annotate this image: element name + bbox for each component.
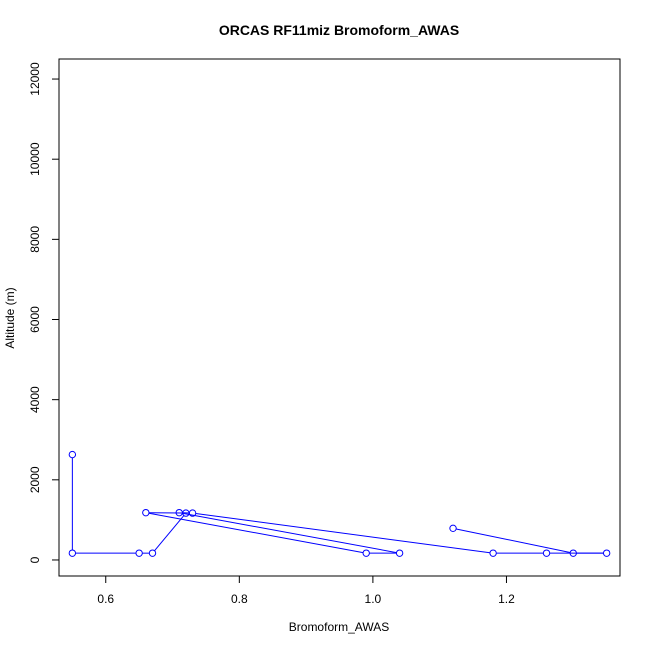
data-point [569, 549, 577, 557]
data-point [188, 509, 197, 517]
data-point [135, 549, 143, 557]
x-tick-label: 0.6 [97, 592, 114, 606]
y-tick-label: 10000 [28, 142, 42, 176]
data-series [68, 450, 611, 557]
x-axis-label: Bromoform_AWAS [289, 620, 389, 634]
plot-frame [58, 58, 621, 577]
series-segment [148, 512, 364, 554]
series-segment [182, 512, 397, 554]
data-point [449, 524, 457, 533]
data-point [148, 549, 157, 557]
data-point [68, 549, 77, 557]
y-tick-label: 12000 [28, 62, 42, 96]
chart-title: ORCAS RF11miz Bromoform_AWAS [219, 22, 459, 38]
y-tick-label: 8000 [28, 226, 42, 253]
x-tick-label: 1.2 [498, 592, 515, 606]
x-axis: 0.6 0.8 1.0 1.2 [97, 575, 515, 606]
data-point [175, 508, 183, 517]
y-tick-label: 2000 [28, 466, 42, 493]
x-tick-label: 1.0 [365, 592, 382, 606]
y-axis: 0 2000 4000 6000 8000 10000 12000 [28, 62, 60, 563]
series-segment [154, 515, 185, 552]
y-tick-label: 0 [28, 556, 42, 563]
x-tick-label: 0.8 [231, 592, 248, 606]
data-point [542, 549, 551, 557]
data-point [395, 549, 404, 557]
data-point [362, 549, 370, 557]
data-point [68, 450, 77, 459]
data-point [489, 549, 497, 557]
y-tick-label: 6000 [28, 306, 42, 333]
series-segment [195, 513, 491, 554]
data-point [602, 549, 611, 557]
series-segment [456, 528, 571, 553]
y-axis-label: Altitude (m) [3, 287, 17, 348]
data-point [142, 508, 150, 517]
y-tick-label: 4000 [28, 386, 42, 413]
